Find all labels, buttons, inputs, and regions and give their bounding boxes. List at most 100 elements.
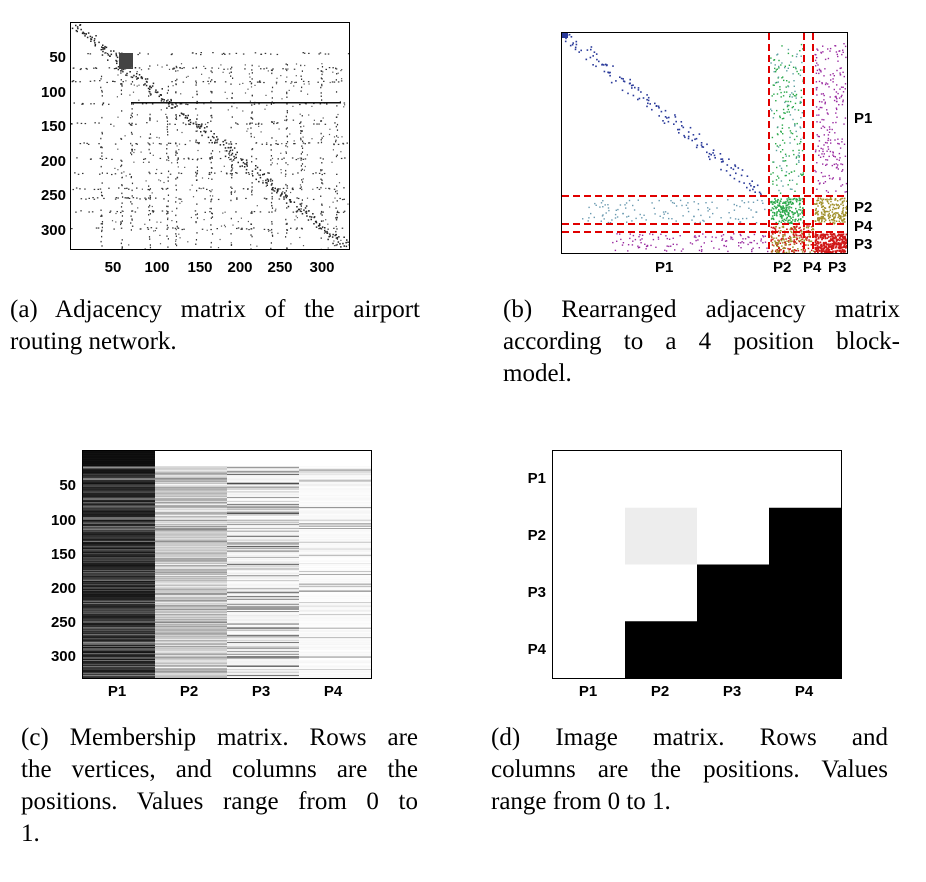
adjacency-dot xyxy=(168,171,169,173)
adjacency-dot xyxy=(286,207,287,209)
adjacency-dot xyxy=(337,190,338,191)
matrix-dot xyxy=(727,199,728,200)
matrix-dot xyxy=(792,119,793,120)
adjacency-dot xyxy=(336,226,337,227)
image-matrix-cell xyxy=(697,508,769,565)
matrix-dot xyxy=(783,250,785,252)
adjacency-dot xyxy=(268,70,269,71)
adjacency-dot xyxy=(233,159,235,161)
adjacency-dot xyxy=(133,162,134,163)
adjacency-dot xyxy=(92,211,94,212)
caption-c: (c) Membership matrix. Rows are the vert… xyxy=(21,722,418,882)
adjacency-dot xyxy=(266,105,267,106)
matrix-dot xyxy=(773,117,774,118)
matrix-dot xyxy=(668,117,670,119)
matrix-dot xyxy=(782,133,783,134)
adjacency-dot xyxy=(277,190,279,192)
adjacency-dot xyxy=(317,82,319,83)
matrix-dot xyxy=(842,216,844,218)
matrix-dot xyxy=(835,214,837,216)
adjacency-dot xyxy=(217,140,218,141)
adjacency-dot xyxy=(187,117,189,119)
adjacency-dot xyxy=(86,68,88,69)
adjacency-dot xyxy=(133,152,134,153)
adjacency-dot xyxy=(175,154,176,156)
matrix-dot xyxy=(818,136,819,137)
adjacency-dot xyxy=(212,216,213,218)
adjacency-dot xyxy=(265,95,266,96)
adjacency-dot xyxy=(201,188,202,189)
matrix-dot xyxy=(785,242,787,244)
adjacency-dot xyxy=(229,53,231,54)
adjacency-dot xyxy=(252,182,253,184)
matrix-dot xyxy=(791,132,792,133)
adjacency-dot xyxy=(268,231,269,232)
matrix-dot xyxy=(815,220,817,222)
adjacency-dot xyxy=(137,71,138,72)
adjacency-dot xyxy=(178,166,179,167)
adjacency-dot xyxy=(161,188,163,189)
adjacency-dot xyxy=(271,103,272,105)
adjacency-dot xyxy=(211,153,212,155)
matrix-dot xyxy=(713,247,714,248)
adjacency-dot xyxy=(344,104,345,105)
matrix-dot xyxy=(828,248,830,250)
matrix-dot xyxy=(796,156,797,157)
adjacency-dot xyxy=(169,123,171,124)
matrix-dot xyxy=(839,50,840,51)
adjacency-dot xyxy=(283,198,285,200)
adjacency-dot xyxy=(104,48,106,50)
matrix-dot xyxy=(793,237,795,239)
matrix-dot xyxy=(749,242,750,243)
matrix-dot xyxy=(683,135,685,137)
matrix-dot xyxy=(834,89,835,90)
matrix-dot xyxy=(796,235,798,237)
matrix-dot xyxy=(823,245,825,247)
matrix-dot xyxy=(816,115,817,116)
adjacency-dot xyxy=(101,155,102,157)
matrix-dot xyxy=(765,236,766,237)
adjacency-dot xyxy=(301,130,302,132)
matrix-dot xyxy=(632,205,633,206)
adjacency-dot xyxy=(319,173,321,174)
matrix-dot xyxy=(788,127,789,128)
image-matrix-cell xyxy=(769,565,841,622)
membership-cell xyxy=(299,677,371,678)
adjacency-dot xyxy=(334,245,335,246)
matrix-dot xyxy=(791,207,793,209)
adjacency-dot xyxy=(285,81,287,82)
adjacency-dot xyxy=(102,172,103,174)
adjacency-dot xyxy=(204,198,206,199)
adjacency-dot xyxy=(302,141,303,143)
adjacency-dot xyxy=(236,157,238,159)
matrix-dot xyxy=(823,216,825,218)
adjacency-dot xyxy=(102,227,103,229)
adjacency-dot xyxy=(297,172,299,173)
adjacency-dot xyxy=(210,70,211,72)
adjacency-dot xyxy=(170,143,172,144)
adjacency-dot xyxy=(132,190,133,192)
image-matrix-cell xyxy=(553,508,625,565)
adjacency-matrix-svg xyxy=(71,23,349,249)
y-tick: 50 xyxy=(26,50,66,65)
caption-line: (d) Image matrix. Rows and xyxy=(491,722,888,754)
adjacency-dot xyxy=(148,185,149,187)
adjacency-dot xyxy=(121,193,122,195)
adjacency-dot xyxy=(221,171,222,172)
adjacency-dot xyxy=(102,182,103,184)
adjacency-dot xyxy=(294,69,296,70)
adjacency-dot xyxy=(179,203,180,204)
adjacency-dot xyxy=(212,233,213,235)
adjacency-dot xyxy=(286,120,287,122)
adjacency-dot xyxy=(159,137,160,138)
adjacency-dot xyxy=(211,67,212,69)
matrix-dot xyxy=(702,233,703,234)
matrix-dot xyxy=(772,207,774,209)
matrix-dot xyxy=(822,46,823,47)
matrix-dot xyxy=(710,154,712,156)
adjacency-dot xyxy=(168,238,169,240)
matrix-dot xyxy=(686,205,687,206)
adjacency-dot xyxy=(181,113,183,115)
adjacency-dot xyxy=(167,121,168,123)
matrix-dot xyxy=(846,208,847,210)
